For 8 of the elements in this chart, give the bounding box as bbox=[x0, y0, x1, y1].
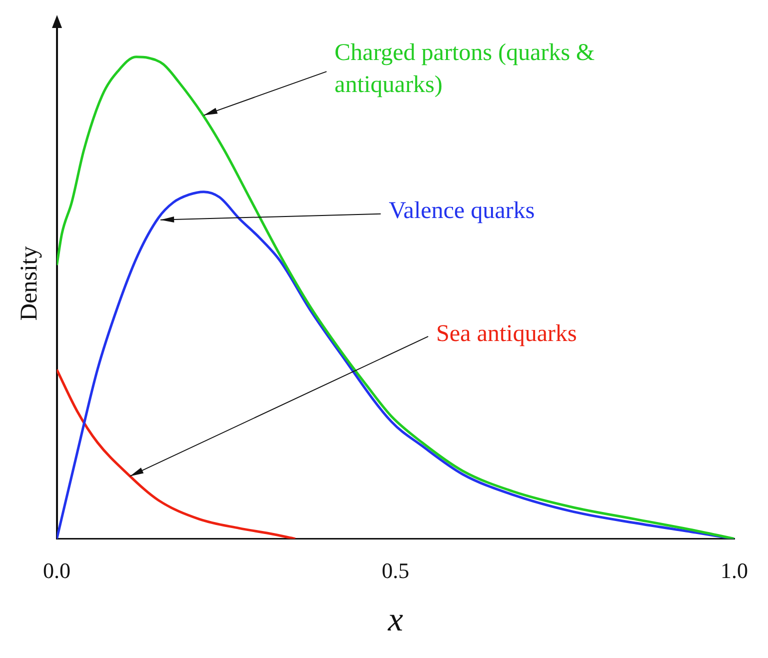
text: Sea antiquarks bbox=[436, 320, 577, 347]
x-tick-label: 1.0 bbox=[720, 558, 748, 583]
y-axis-title: Density bbox=[16, 246, 43, 321]
x-axis-title: x bbox=[386, 602, 404, 639]
text: Valence quarks bbox=[388, 198, 535, 224]
text: Charged partons (quarks & antiquarks) bbox=[334, 40, 596, 98]
x-tick-label: 0.0 bbox=[43, 558, 71, 583]
x-tick-label: 0.5 bbox=[382, 558, 410, 583]
